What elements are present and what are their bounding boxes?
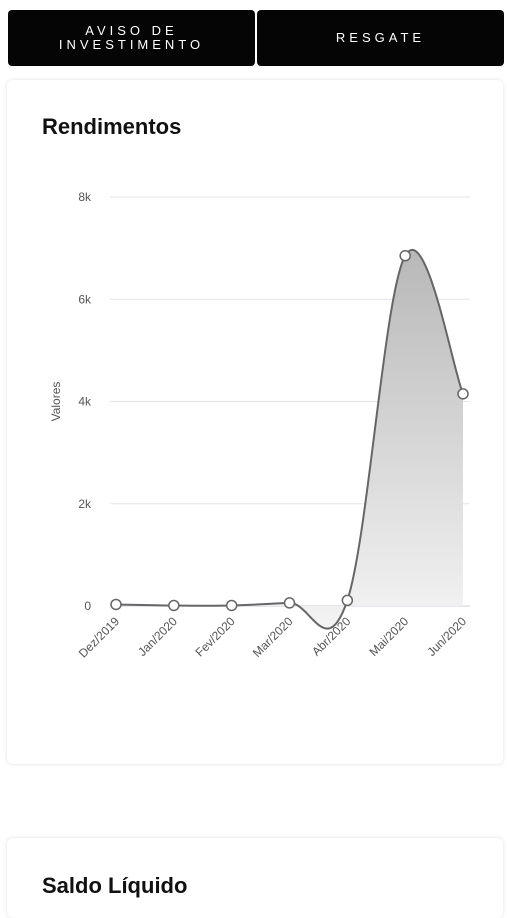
data-point-4	[341, 594, 354, 607]
y-tick-label-0: 0	[84, 599, 91, 613]
y-tick-label-1: 2k	[78, 497, 92, 511]
data-point-5	[399, 250, 411, 262]
y-axis-label: Valores	[49, 382, 63, 422]
data-point-6	[457, 388, 469, 400]
rendimentos-card: Rendimentos 0 2k 4k 6k 8k Valores Dez/2019 Jan/…	[7, 80, 503, 764]
saldo-liquido-title: Saldo Líquido	[42, 873, 188, 898]
data-point-0	[110, 598, 122, 611]
x-tick-label-5: Mai/2020	[366, 614, 411, 659]
data-point-1	[168, 599, 180, 612]
y-tick-label-2: 4k	[78, 395, 92, 409]
data-point-2	[225, 599, 238, 612]
rendimentos-chart: 0 2k 4k 6k 8k Valores Dez/2019 Jan/2020 Fev/2020…	[49, 190, 470, 660]
y-tick-label-3: 6k	[78, 292, 92, 306]
series-area	[116, 249, 463, 629]
series-line	[115, 249, 464, 630]
aviso-investimento-button[interactable]: AVISO DE INVESTIMENTO	[8, 10, 255, 66]
resgate-button[interactable]: RESGATE	[257, 10, 504, 66]
data-point-3	[283, 597, 296, 609]
x-tick-label-6: Jun/2020	[424, 614, 469, 659]
y-tick-label-4: 8k	[78, 190, 92, 204]
x-tick-label-0: Dez/2019	[76, 614, 122, 660]
x-tick-label-2: Fev/2020	[193, 614, 239, 660]
saldo-liquido-card: Saldo Líquido	[7, 838, 503, 918]
rendimentos-title: Rendimentos	[42, 114, 182, 139]
top-button-bar: AVISO DE INVESTIMENTO RESGATE	[8, 10, 504, 66]
x-tick-label-3: Mar/2020	[250, 614, 296, 660]
x-tick-label-1: Jan/2020	[135, 614, 180, 659]
